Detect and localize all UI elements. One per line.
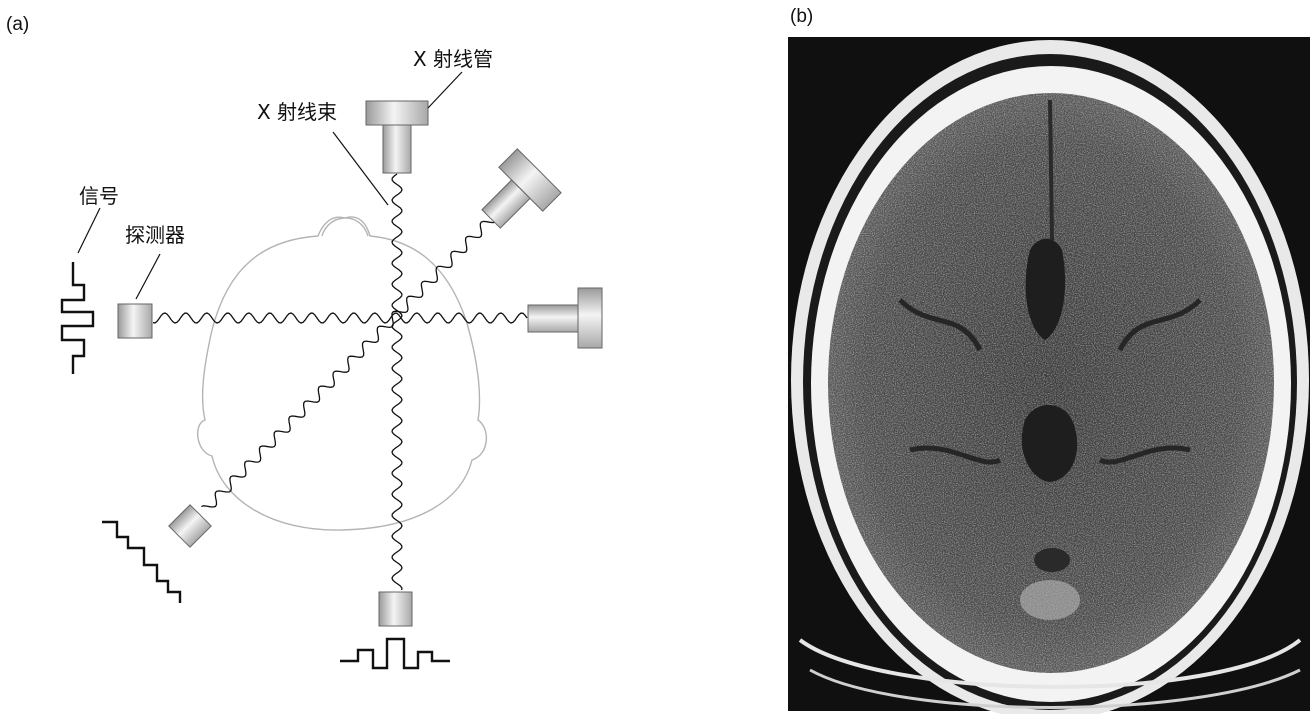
label-signal: 信号 [79, 184, 119, 208]
x-ray-tube-right [527, 287, 603, 349]
detector-bottom [378, 591, 413, 627]
signal-waveform-bottom [340, 637, 450, 670]
detector-diagonal [168, 504, 212, 548]
head-outline [197, 216, 487, 531]
ct-scan-image [791, 40, 1309, 714]
panel-b-label: (b) [790, 6, 813, 27]
panel-a: (a) [6, 14, 603, 670]
leader-line-beam [332, 131, 389, 206]
leader-line-signal [77, 207, 101, 254]
detector-left [117, 303, 153, 339]
leader-line-detector [135, 253, 161, 300]
label-x-ray-beam: X 射线束 [257, 100, 337, 124]
x-ray-beam-wave [201, 205, 504, 508]
label-detector: 探测器 [125, 223, 185, 247]
label-x-ray-tube: X 射线管 [413, 47, 493, 71]
x-ray-tube-diagonal [481, 148, 562, 229]
x-ray-beam-wave [152, 312, 528, 324]
nose-outline [321, 217, 369, 237]
panel-b: (b) [788, 6, 1310, 714]
x-ray-tube-top [365, 100, 429, 174]
panel-a-label: (a) [6, 14, 29, 35]
leader-line-tube [427, 71, 463, 109]
signal-waveform-diagonal [102, 520, 182, 603]
x-ray-beam-wave [391, 173, 403, 591]
x-ray-beams [152, 173, 528, 591]
signal-waveform-left [60, 262, 95, 374]
